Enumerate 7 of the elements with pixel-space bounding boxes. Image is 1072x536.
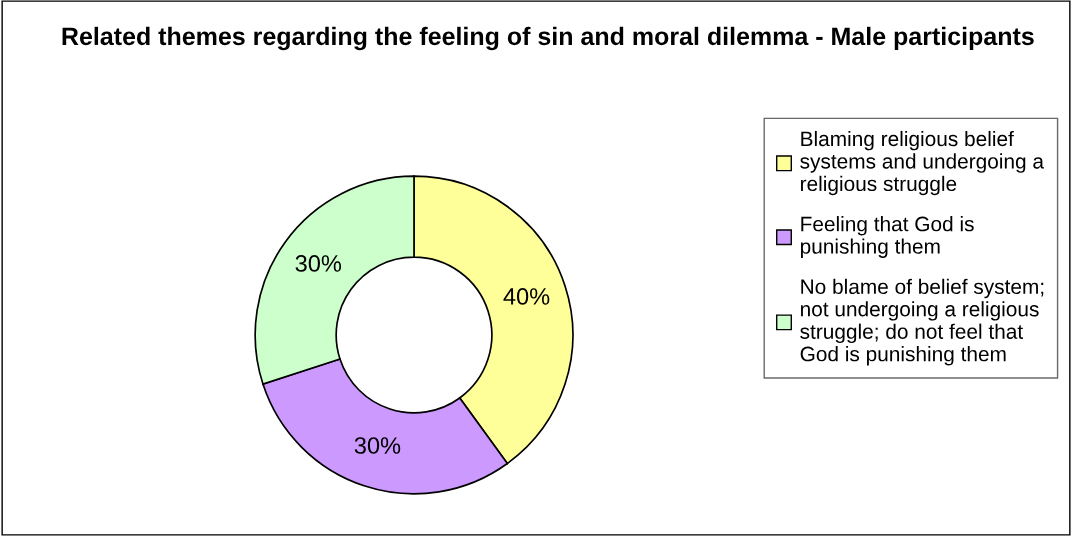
data-label: 40% bbox=[503, 288, 550, 305]
legend-label: Feeling that God is punishing them bbox=[800, 216, 974, 258]
legend-label: No blame of belief system; not undergoing a religious struggle; do not feel that God is punishing them bbox=[800, 278, 1044, 366]
chart-title: Related themes regarding the feeling of sin and moral dilemma - Male participants bbox=[62, 26, 1034, 51]
data-label: 30% bbox=[295, 255, 342, 272]
data-label: 30% bbox=[354, 437, 401, 454]
legend-label: Blaming religious belief systems and undergoing a religious struggle bbox=[800, 130, 1044, 196]
